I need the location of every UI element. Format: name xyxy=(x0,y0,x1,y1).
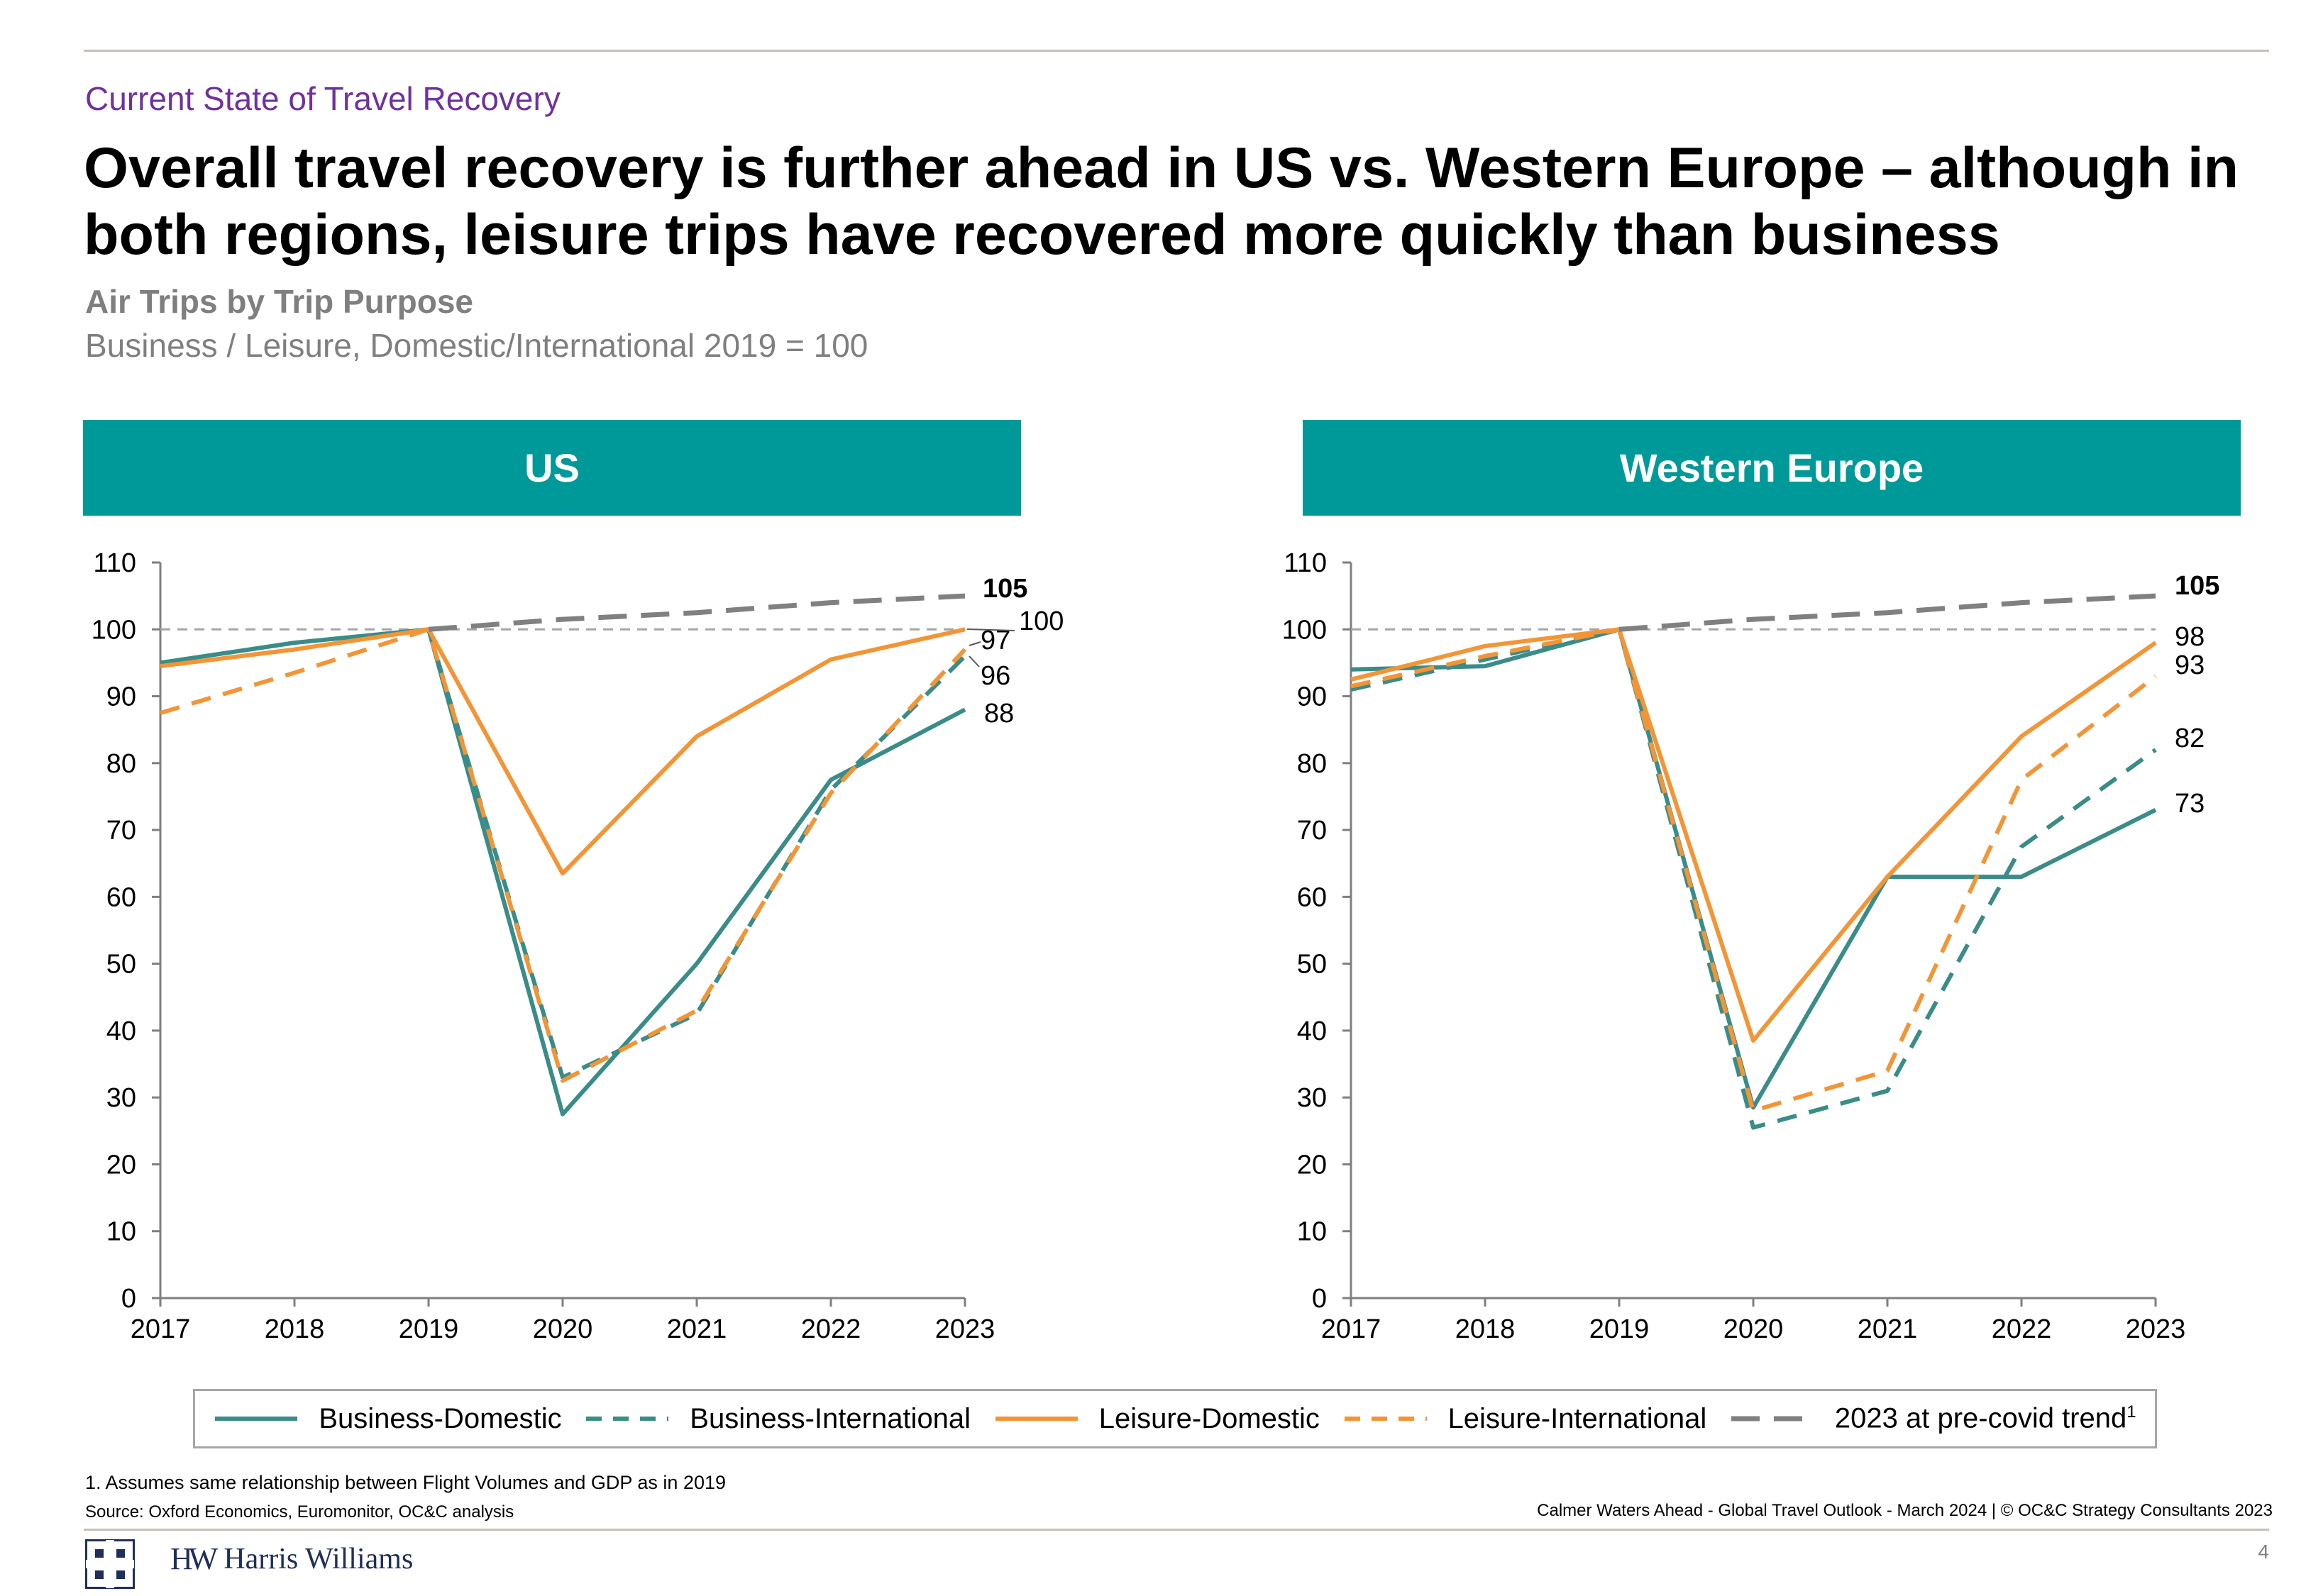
end-label: 82 xyxy=(2175,724,2205,753)
x-tick-label: 2023 xyxy=(935,1314,995,1344)
x-tick-label: 2018 xyxy=(265,1314,325,1344)
series-line-2023-at-pre-covid-trend xyxy=(1618,593,2156,632)
y-tick-label: 70 xyxy=(1297,816,1327,846)
chart-0: 0 10 20 30 40 50 60 70 80 90 100 110 2017 2018 2019 202… xyxy=(92,548,1064,1344)
end-label: 105 xyxy=(983,574,1027,604)
x-tick-label: 2018 xyxy=(1455,1314,1516,1344)
panel-header-us: US xyxy=(83,420,1021,516)
series-line-leisure-international xyxy=(160,627,967,1083)
y-tick-label: 80 xyxy=(1297,749,1327,779)
end-label: 73 xyxy=(2175,789,2205,819)
series-line-business-international xyxy=(1350,627,2157,1130)
legend-swatch xyxy=(1731,1416,1814,1422)
y-tick-label: 0 xyxy=(121,1284,136,1314)
legend-item: Leisure-International xyxy=(1343,1402,1707,1435)
legend-footnote-marker: 1 xyxy=(2126,1402,2136,1422)
y-tick-label: 40 xyxy=(106,1016,136,1046)
leader-line xyxy=(966,628,1015,631)
y-tick-label: 10 xyxy=(106,1217,136,1247)
x-tick-label: 2017 xyxy=(131,1314,191,1344)
legend-item: Business-International xyxy=(585,1403,971,1435)
y-tick-label: 60 xyxy=(1297,882,1327,912)
section-label: Current State of Travel Recovery xyxy=(85,80,561,117)
y-tick-label: 0 xyxy=(1312,1284,1327,1314)
legend-item: Leisure-Domestic xyxy=(994,1403,1320,1435)
y-tick-label: 100 xyxy=(92,615,136,645)
brand-monogram: HW xyxy=(170,1541,218,1576)
chart-1: 0 10 20 30 40 50 60 70 80 90 100 110 2017 2018 2019 202… xyxy=(1282,548,2220,1344)
series-line-business-domestic xyxy=(1350,627,2157,1110)
x-tick-label: 2021 xyxy=(667,1314,727,1344)
y-tick-label: 50 xyxy=(106,950,136,980)
source-note: Source: Oxford Economics, Euromonitor, O… xyxy=(85,1502,514,1522)
y-tick-label: 60 xyxy=(106,882,136,912)
x-tick-label: 2020 xyxy=(533,1314,593,1344)
page-number: 4 xyxy=(2258,1541,2269,1563)
end-label: 100 xyxy=(1019,606,1064,636)
series-line-leisure-international xyxy=(1350,627,2157,1113)
y-tick-label: 90 xyxy=(1297,682,1327,712)
y-tick-label: 100 xyxy=(1282,615,1327,645)
x-tick-label: 2021 xyxy=(1858,1314,1918,1344)
legend: Business-Domestic Business-International L… xyxy=(193,1389,2157,1448)
page-title: Overall travel recovery is further ahead… xyxy=(84,136,2239,267)
x-tick-label: 2022 xyxy=(1992,1314,2052,1344)
x-tick-label: 2023 xyxy=(2126,1314,2186,1344)
y-tick-label: 30 xyxy=(106,1083,136,1113)
leader-line xyxy=(969,641,981,646)
legend-label: Leisure-Domestic xyxy=(1098,1402,1320,1434)
series-line-business-international xyxy=(426,628,967,1080)
legend-label: Business-International xyxy=(690,1402,971,1434)
series-line-2023-at-pre-covid-trend xyxy=(428,593,966,632)
x-tick-label: 2017 xyxy=(1321,1314,1381,1344)
panel-header-western-europe: Western Europe xyxy=(1303,420,2241,516)
legend-swatch xyxy=(586,1417,669,1421)
bottom-divider xyxy=(84,1529,2269,1531)
leader-line xyxy=(969,655,980,667)
company-logo-icon xyxy=(85,1539,135,1589)
y-tick-label: 40 xyxy=(1297,1016,1327,1046)
brand-name: Harris Williams xyxy=(224,1542,414,1575)
y-tick-label: 20 xyxy=(1297,1150,1327,1180)
y-tick-label: 80 xyxy=(106,749,136,779)
y-tick-label: 20 xyxy=(106,1150,136,1180)
series-line-business-domestic xyxy=(160,627,966,1116)
chart-subtitle: Air Trips by Trip Purpose xyxy=(85,283,474,320)
series-line-leisure-domestic xyxy=(160,627,966,876)
y-tick-label: 110 xyxy=(93,548,136,578)
end-label: 98 xyxy=(2175,622,2205,652)
series-line-leisure-domestic xyxy=(1350,627,2157,1043)
end-label: 96 xyxy=(981,661,1010,691)
y-tick-label: 110 xyxy=(1284,548,1327,578)
end-label: 93 xyxy=(2175,650,2205,680)
legend-swatch xyxy=(995,1417,1078,1421)
footnote: 1. Assumes same relationship between Fli… xyxy=(85,1472,727,1493)
y-tick-label: 90 xyxy=(106,682,136,712)
x-tick-label: 2019 xyxy=(399,1314,459,1344)
legend-item: 2023 at pre-covid trend1 xyxy=(1730,1402,2136,1434)
y-tick-label: 70 xyxy=(106,816,136,846)
top-divider xyxy=(84,50,2269,52)
legend-label: 2023 at pre-covid trend1 xyxy=(1834,1402,2136,1434)
y-tick-label: 10 xyxy=(1297,1217,1327,1247)
x-tick-label: 2020 xyxy=(1723,1314,1784,1344)
legend-item: Business-Domestic xyxy=(214,1402,562,1435)
credit-note: Calmer Waters Ahead - Global Travel Outl… xyxy=(1537,1501,2273,1520)
y-tick-label: 30 xyxy=(1297,1083,1327,1113)
legend-swatch xyxy=(215,1417,298,1421)
x-tick-label: 2022 xyxy=(801,1314,861,1344)
legend-label: Leisure-International xyxy=(1447,1402,1707,1434)
legend-swatch xyxy=(1344,1417,1427,1421)
chart-units: Business / Leisure, Domestic/Internation… xyxy=(85,327,868,364)
x-tick-label: 2019 xyxy=(1589,1314,1650,1344)
legend-label: Business-Domestic xyxy=(319,1402,562,1434)
end-label: 105 xyxy=(2175,571,2219,601)
y-tick-label: 50 xyxy=(1297,950,1327,980)
end-label: 88 xyxy=(984,699,1014,728)
brand-logo: HW Harris Williams xyxy=(170,1541,413,1577)
